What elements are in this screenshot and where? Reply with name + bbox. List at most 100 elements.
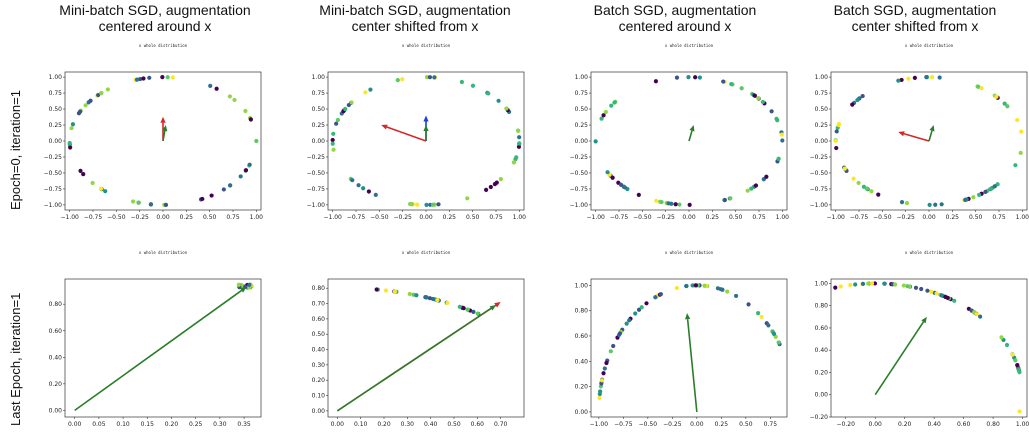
data-point <box>471 309 476 314</box>
data-point <box>243 168 249 173</box>
data-point <box>601 371 606 376</box>
data-point <box>952 298 957 303</box>
y-tick-label: 0.00 <box>575 138 589 145</box>
data-point <box>484 187 489 192</box>
data-point <box>605 170 610 175</box>
data-point <box>934 291 939 296</box>
data-point <box>414 293 419 298</box>
y-tick-label: 1.00 <box>815 280 829 287</box>
x-tick-label: −0.75 <box>347 214 366 221</box>
data-point <box>836 122 842 127</box>
data-point <box>604 360 609 366</box>
y-tick-label: 0.75 <box>49 90 63 97</box>
data-point <box>669 201 674 206</box>
data-point <box>842 166 847 171</box>
data-point <box>1015 363 1020 368</box>
panel-r1c3: x whole distribution −0.20 0.00 0.20 0.40 0.6… <box>803 245 1029 435</box>
data-point <box>933 202 938 207</box>
data-point <box>851 176 856 181</box>
data-point <box>232 97 237 103</box>
data-point <box>690 283 695 288</box>
data-point <box>103 189 108 194</box>
x-tick-label: 0.75 <box>752 214 766 221</box>
data-point <box>248 117 253 122</box>
scatter-plot-r1c1: x whole distribution 0.00 0.10 0.20 0.30 0.40… <box>312 250 525 428</box>
red-arrow <box>903 132 930 142</box>
data-point <box>331 147 336 152</box>
data-point <box>833 285 838 290</box>
x-tick-label: −0.25 <box>656 214 675 221</box>
data-point <box>134 77 140 82</box>
data-point <box>905 284 910 289</box>
column-title-2: Mini-batch SGD, augmentation center shif… <box>319 2 511 34</box>
y-tick-label: 0.00 <box>49 138 63 145</box>
data-point <box>90 180 95 186</box>
x-tick-label: 0.50 <box>729 214 743 221</box>
data-point <box>876 192 881 197</box>
scatter-plot-r0c1: x whole distribution −1.00 −0.75 −0.50 −0.25… <box>307 43 527 221</box>
y-tick-label: 0.50 <box>815 106 829 113</box>
x-tick-label: 0.20 <box>898 421 912 428</box>
data-point <box>834 145 839 151</box>
data-point <box>160 75 165 80</box>
data-point <box>247 162 252 167</box>
y-tick-label: 0.25 <box>815 122 829 129</box>
y-tick-label: 0.00 <box>575 409 589 416</box>
data-point <box>141 76 146 81</box>
data-point <box>622 185 627 190</box>
y-tick-label: −0.25 <box>570 154 589 161</box>
green-arrow <box>162 130 166 142</box>
data-point <box>407 291 412 297</box>
data-point <box>601 113 606 118</box>
panel-r1c1: x whole distribution 0.00 0.10 0.20 0.30 0.40… <box>300 245 530 435</box>
panel-r1c0: x whole distribution 0.00 0.05 0.10 0.15 0.20… <box>37 245 267 435</box>
data-point <box>869 189 874 194</box>
y-tick-label: −1.00 <box>810 202 829 209</box>
x-tick-label: −1.00 <box>60 214 79 221</box>
data-point <box>728 196 733 201</box>
data-point <box>636 192 641 197</box>
green-arrow-head <box>921 316 927 324</box>
x-tick-label: −0.25 <box>896 214 915 221</box>
red-arrow-head <box>381 124 388 130</box>
data-point <box>771 331 777 336</box>
x-tick-label: 0.30 <box>401 421 415 428</box>
scatter-plot-r0c0: x whole distribution −1.00 −0.75 −0.50 −0.25… <box>44 43 264 221</box>
green-arrow <box>336 307 492 412</box>
data-point <box>599 116 604 121</box>
x-tick-label: 0.60 <box>957 421 971 428</box>
data-point <box>436 202 441 207</box>
green-arrow <box>686 319 698 413</box>
panel-r0c0: x whole distribution −1.00 −0.75 −0.50 −0.25… <box>37 38 267 228</box>
data-point <box>761 177 766 182</box>
data-point <box>963 197 968 202</box>
x-tick-label: 0.50 <box>203 214 217 221</box>
y-tick-label: 0.20 <box>815 369 829 376</box>
panel-title: x whole distribution <box>665 250 714 255</box>
data-point <box>374 287 379 292</box>
y-tick-label: 0.80 <box>49 301 63 308</box>
data-point <box>599 381 604 386</box>
data-point <box>992 184 997 189</box>
data-point <box>350 178 355 183</box>
data-point <box>1016 367 1021 373</box>
data-point <box>424 202 429 207</box>
data-point <box>722 197 727 203</box>
y-tick-label: 0.75 <box>815 90 829 97</box>
y-tick-label: 0.75 <box>312 90 326 97</box>
data-point <box>702 283 707 288</box>
data-point <box>392 289 397 294</box>
y-tick-label: 0.75 <box>575 90 589 97</box>
data-point <box>674 75 680 80</box>
y-tick-label: 0.40 <box>575 358 589 365</box>
data-point <box>432 75 437 80</box>
row-label-epoch0: Epoch=0, iteration=1 <box>8 90 23 210</box>
data-point <box>610 175 615 180</box>
data-point <box>445 300 450 305</box>
data-point <box>424 75 430 80</box>
data-point <box>855 97 860 103</box>
x-tick-label: 0.30 <box>213 421 227 428</box>
data-point <box>756 96 761 101</box>
x-tick-label: 0.25 <box>443 214 457 221</box>
data-point <box>779 132 784 137</box>
